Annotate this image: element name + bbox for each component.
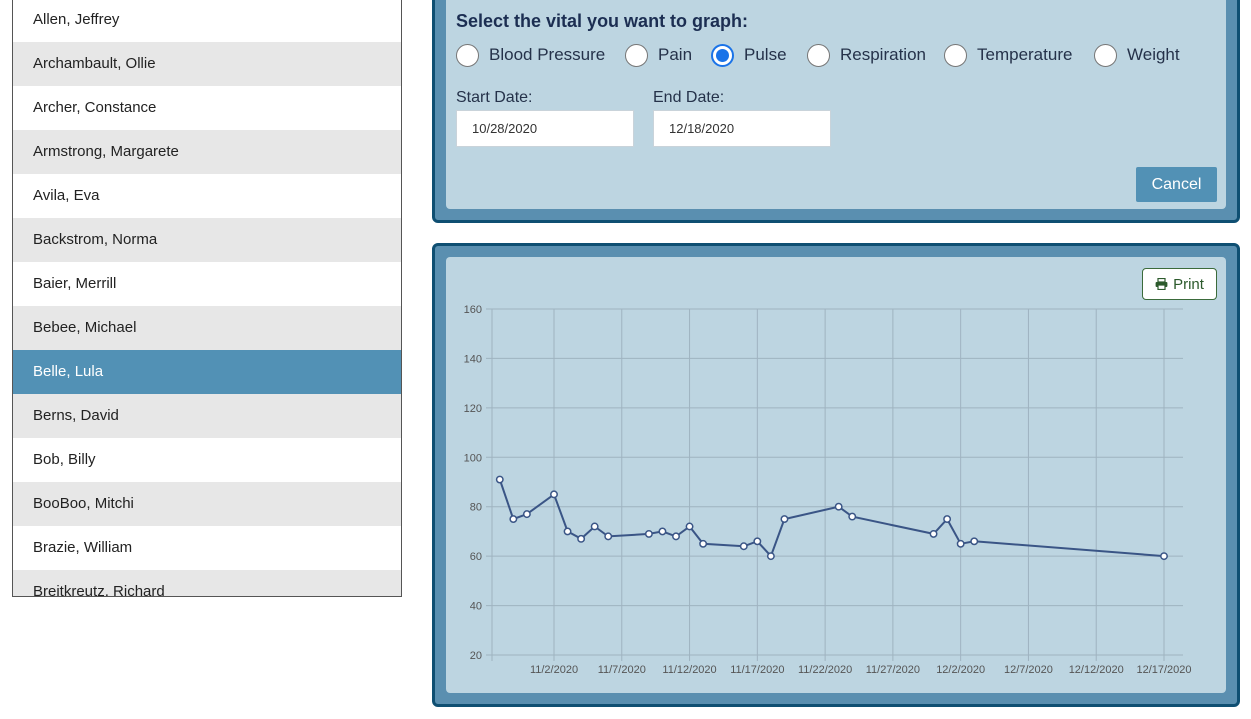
y-tick-label: 40: [470, 601, 482, 613]
chart-panel: Print 20 40 60 80 100 120 140 160 11/2/2020 11/7/…: [432, 243, 1240, 707]
pulse-data-point: [766, 552, 775, 561]
vital-option-pain[interactable]: Pain: [625, 41, 692, 69]
radio-label: Pain: [658, 45, 693, 64]
vital-option-pulse[interactable]: Pulse: [711, 41, 787, 69]
x-tick-label: 12/12/2020: [1069, 664, 1124, 676]
x-tick-label: 11/22/2020: [798, 664, 852, 676]
patient-row[interactable]: Avila, Eva: [33, 187, 100, 204]
pulse-data-point: [495, 475, 504, 484]
radio-label: Pulse: [744, 45, 787, 64]
pulse-data-point: [739, 542, 748, 551]
pulse-data-point: [943, 515, 952, 524]
radio-button[interactable]: [944, 43, 967, 67]
radio-button[interactable]: [711, 43, 734, 67]
pulse-data-point: [834, 502, 843, 511]
patient-row[interactable]: Bob, Billy: [33, 451, 96, 468]
pulse-data-point: [672, 532, 680, 541]
pulse-data-point: [550, 490, 558, 499]
radio-button[interactable]: [807, 43, 830, 67]
pulse-data-point: [644, 529, 653, 538]
x-tick-label: 11/2/2020: [530, 664, 578, 676]
patient-row[interactable]: Archer, Constance: [33, 99, 157, 116]
radio-button[interactable]: [456, 43, 479, 67]
patient-row[interactable]: Backstrom, Norma: [13, 218, 401, 262]
vital-option-blood-pressure[interactable]: Blood Pressure: [456, 41, 605, 69]
end-date-label: End Date:: [653, 89, 725, 106]
vital-prompt: Select the vital you want to graph:: [456, 11, 749, 31]
radio-button[interactable]: [625, 43, 648, 67]
y-tick-label: 100: [464, 452, 482, 464]
print-label: Print: [1173, 275, 1204, 293]
pulse-data-point: [604, 532, 613, 541]
x-tick-label: 11/12/2020: [662, 664, 716, 676]
end-date-input[interactable]: [653, 110, 831, 147]
y-tick-label: 80: [470, 502, 482, 514]
radio-label: Blood Pressure: [489, 45, 606, 64]
patient-row[interactable]: Allen, Jeffrey: [33, 11, 120, 28]
y-tick-label: 20: [470, 650, 482, 662]
vital-selection-panel: Select the vital you want to graph: Bloo…: [432, 0, 1240, 223]
patient-row[interactable]: Breitkreutz, Richard: [13, 570, 401, 596]
pulse-data-point: [590, 522, 599, 531]
pulse-series-line: [498, 479, 1165, 558]
cancel-button[interactable]: Cancel: [1136, 167, 1217, 202]
pulse-data-point: [1160, 552, 1168, 561]
chart-inner: Print 20 40 60 80 100 120 140 160 11/2/2020 11/7/…: [446, 257, 1226, 693]
patient-row[interactable]: Berns, David: [13, 394, 401, 438]
patient-row[interactable]: BooBoo, Mitchi: [13, 482, 401, 526]
x-tick-label: 11/17/2020: [730, 664, 784, 676]
x-tick-label: 11/27/2020: [866, 664, 920, 676]
x-tick-label: 11/7/2020: [598, 664, 646, 676]
pulse-data-point: [929, 529, 938, 538]
vital-option-temperature[interactable]: Temperature: [944, 41, 1072, 69]
pulse-data-point: [753, 537, 762, 546]
x-tick-label: 12/17/2020: [1136, 664, 1191, 676]
patient-row[interactable]: Armstrong, Margarete: [13, 130, 401, 174]
pulse-data-point: [658, 527, 667, 536]
pulse-data-point: [699, 539, 708, 548]
pulse-data-point: [956, 539, 965, 548]
y-tick-label: 120: [464, 403, 482, 415]
pulse-data-point: [970, 537, 979, 546]
pulse-data-point: [780, 515, 789, 524]
y-tick-label: 140: [464, 353, 482, 365]
patient-row[interactable]: Archambault, Ollie: [13, 42, 401, 86]
vital-selection-inner: Select the vital you want to graph: Bloo…: [446, 0, 1226, 209]
pulse-line-chart: 20 40 60 80 100 120 140 160 11/2/2020 11/7/2020 11…: [464, 304, 1192, 676]
pulse-data-point: [577, 534, 586, 543]
x-tick-label: 12/2/2020: [936, 664, 985, 676]
patient-row[interactable]: Brazie, William: [33, 539, 133, 556]
patient-row[interactable]: Belle, Lula: [13, 350, 401, 394]
x-tick-label: 12/7/2020: [1004, 664, 1053, 676]
start-date-label: Start Date:: [456, 89, 533, 106]
pulse-data-point: [509, 515, 518, 524]
vital-option-respiration[interactable]: Respiration: [807, 41, 926, 69]
radio-label: Temperature: [977, 45, 1073, 64]
vital-option-weight[interactable]: Weight: [1094, 41, 1180, 69]
y-tick-label: 60: [470, 551, 482, 563]
pulse-data-point: [522, 510, 531, 519]
pulse-data-point: [563, 527, 572, 536]
pulse-data-point: [848, 512, 857, 521]
patient-list[interactable]: Allen, Jeffrey Archambault, Ollie Archer, …: [12, 0, 402, 597]
pulse-data-point: [685, 522, 694, 531]
printer-icon: [1155, 278, 1168, 290]
print-button[interactable]: Print: [1142, 268, 1217, 300]
radio-label: Weight: [1127, 45, 1180, 64]
radio-button[interactable]: [1094, 43, 1117, 67]
patient-row[interactable]: Baier, Merrill: [33, 275, 117, 292]
start-date-input[interactable]: [456, 110, 634, 147]
y-tick-label: 160: [464, 304, 482, 316]
patient-row[interactable]: Bebee, Michael: [13, 306, 401, 350]
radio-label: Respiration: [840, 45, 926, 64]
